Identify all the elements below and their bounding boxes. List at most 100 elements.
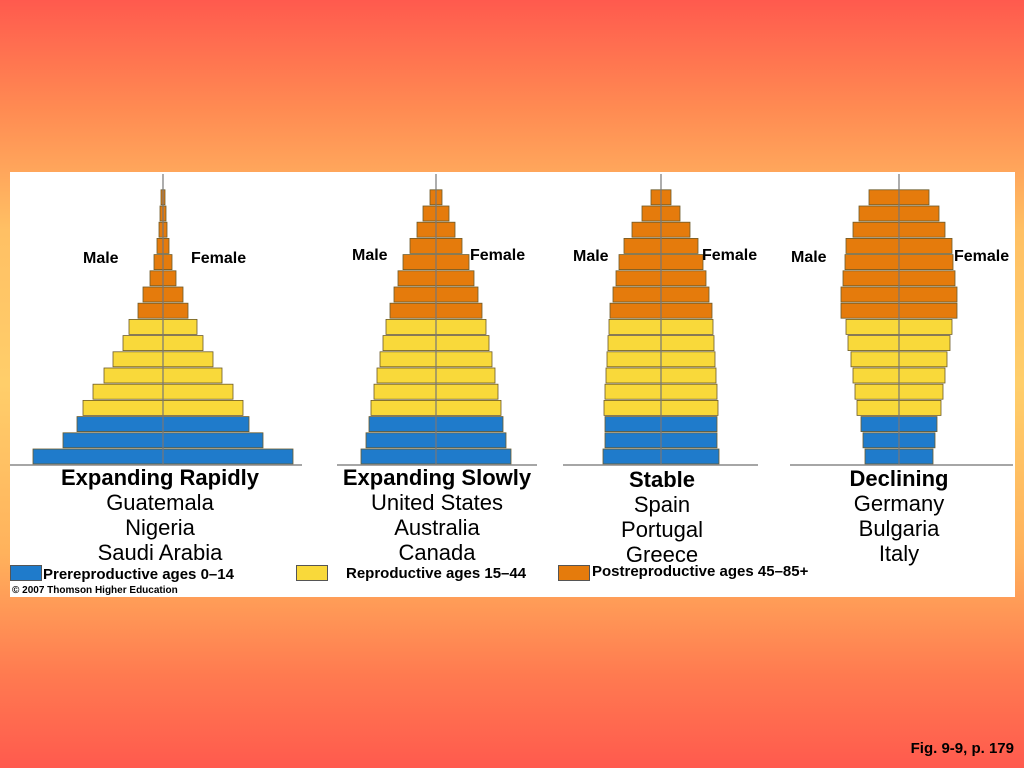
bar-female-reproductive-6 — [162, 351, 214, 368]
bar-male-reproductive-7 — [382, 335, 437, 352]
bar-female-postreproductive-16 — [435, 189, 443, 206]
bar-male-postreproductive-13 — [845, 238, 900, 254]
country-name: Greece — [625, 542, 699, 567]
bar-male-reproductive-5 — [376, 367, 437, 384]
country-name: Saudi Arabia — [97, 540, 223, 565]
country-name: Bulgaria — [858, 516, 940, 541]
bar-female-prereproductive-0 — [162, 448, 294, 465]
bar-male-postreproductive-16 — [429, 189, 437, 206]
figure-reference: Fig. 9-9, p. 179 — [910, 740, 1014, 757]
male-label-3: Male — [573, 248, 609, 265]
bar-male-postreproductive-16 — [868, 189, 900, 206]
country-name: Portugal — [621, 517, 703, 542]
pyramid-title: Expanding Rapidly — [60, 465, 260, 490]
bar-male-postreproductive-13 — [156, 238, 164, 254]
bar-female-postreproductive-11 — [660, 270, 707, 287]
bar-female-reproductive-6 — [898, 351, 948, 368]
bar-male-reproductive-5 — [103, 367, 164, 384]
bar-male-postreproductive-10 — [393, 286, 437, 303]
bar-female-postreproductive-16 — [660, 189, 672, 206]
legend-postreproductive: Postreproductive ages 45–85+ — [592, 563, 809, 580]
bar-female-prereproductive-2 — [898, 416, 938, 433]
female-label-2: Female — [470, 247, 526, 264]
bar-male-reproductive-4 — [604, 383, 662, 400]
bar-female-postreproductive-14 — [435, 221, 456, 238]
bar-female-prereproductive-0 — [898, 448, 934, 465]
pyramid-4 — [790, 174, 1013, 466]
bar-male-reproductive-7 — [122, 335, 164, 352]
bar-female-reproductive-4 — [162, 383, 234, 400]
bar-male-reproductive-6 — [606, 351, 662, 368]
caption-expanding-rapidly: Expanding Rapidly Guatemala Nigeria Saud… — [30, 465, 290, 565]
bar-male-prereproductive-1 — [862, 432, 900, 449]
bar-female-prereproductive-2 — [162, 416, 250, 433]
pyramid-title: Declining — [849, 466, 949, 491]
legend-reproductive: Reproductive ages 15–44 — [346, 565, 527, 582]
bar-female-postreproductive-9 — [660, 302, 713, 319]
bar-female-postreproductive-12 — [660, 254, 704, 270]
bar-female-postreproductive-10 — [898, 286, 958, 303]
bar-male-reproductive-6 — [379, 351, 437, 368]
bar-male-postreproductive-10 — [612, 286, 662, 303]
bar-female-prereproductive-1 — [898, 432, 936, 449]
bar-female-reproductive-4 — [660, 383, 718, 400]
bar-female-postreproductive-12 — [435, 254, 470, 270]
bar-male-reproductive-3 — [370, 399, 437, 416]
bar-male-reproductive-4 — [92, 383, 164, 400]
bar-female-reproductive-7 — [660, 335, 715, 352]
legend-swatch-postreproductive — [558, 565, 590, 581]
bar-male-prereproductive-0 — [864, 448, 900, 465]
bar-female-postreproductive-11 — [435, 270, 475, 287]
bar-male-prereproductive-0 — [360, 448, 437, 465]
bar-male-prereproductive-2 — [604, 416, 662, 433]
bar-female-postreproductive-13 — [898, 238, 953, 254]
bar-male-reproductive-8 — [845, 318, 900, 335]
bar-male-postreproductive-9 — [609, 302, 662, 319]
male-label-2: Male — [352, 247, 388, 264]
bar-female-reproductive-5 — [162, 367, 223, 384]
bar-female-prereproductive-1 — [162, 432, 264, 449]
bar-female-prereproductive-2 — [435, 416, 504, 433]
bar-female-prereproductive-2 — [660, 416, 718, 433]
bar-female-postreproductive-12 — [162, 254, 173, 270]
bar-male-reproductive-5 — [852, 367, 900, 384]
country-name: Spain — [633, 492, 691, 517]
bar-female-postreproductive-13 — [660, 238, 699, 254]
bar-male-postreproductive-11 — [149, 270, 164, 287]
bar-male-postreproductive-11 — [397, 270, 437, 287]
bar-female-reproductive-7 — [162, 335, 204, 352]
country-name: Nigeria — [125, 515, 195, 540]
bar-female-postreproductive-9 — [898, 302, 958, 319]
bar-male-postreproductive-11 — [615, 270, 662, 287]
country-name: Guatemala — [106, 490, 214, 515]
pyramid-2 — [337, 174, 537, 466]
female-label-3: Female — [702, 247, 758, 264]
bar-male-reproductive-8 — [608, 318, 662, 335]
bar-male-postreproductive-11 — [842, 270, 900, 287]
bar-male-prereproductive-2 — [860, 416, 900, 433]
bar-male-postreproductive-13 — [623, 238, 662, 254]
pyramid-1 — [10, 174, 302, 466]
bar-male-postreproductive-9 — [840, 302, 900, 319]
bar-female-reproductive-7 — [435, 335, 490, 352]
bar-female-postreproductive-10 — [435, 286, 479, 303]
bar-female-prereproductive-0 — [660, 448, 720, 465]
bar-male-reproductive-4 — [373, 383, 437, 400]
bar-female-reproductive-5 — [898, 367, 946, 384]
bar-female-reproductive-3 — [660, 399, 719, 416]
bar-male-reproductive-6 — [850, 351, 900, 368]
male-label-1: Male — [83, 250, 119, 267]
bar-female-reproductive-5 — [435, 367, 496, 384]
country-name: Germany — [853, 491, 945, 516]
bar-male-reproductive-8 — [385, 318, 437, 335]
pyramid-title: Stable — [628, 467, 696, 492]
bar-female-postreproductive-11 — [162, 270, 177, 287]
bar-female-postreproductive-9 — [162, 302, 189, 319]
bar-female-reproductive-3 — [435, 399, 502, 416]
bar-female-postreproductive-9 — [435, 302, 483, 319]
bar-male-postreproductive-13 — [409, 238, 437, 254]
legend-prereproductive: Prereproductive ages 0–14 — [43, 566, 234, 583]
bar-male-prereproductive-1 — [365, 432, 437, 449]
bar-male-postreproductive-15 — [858, 205, 900, 222]
female-label-4: Female — [954, 248, 1010, 265]
